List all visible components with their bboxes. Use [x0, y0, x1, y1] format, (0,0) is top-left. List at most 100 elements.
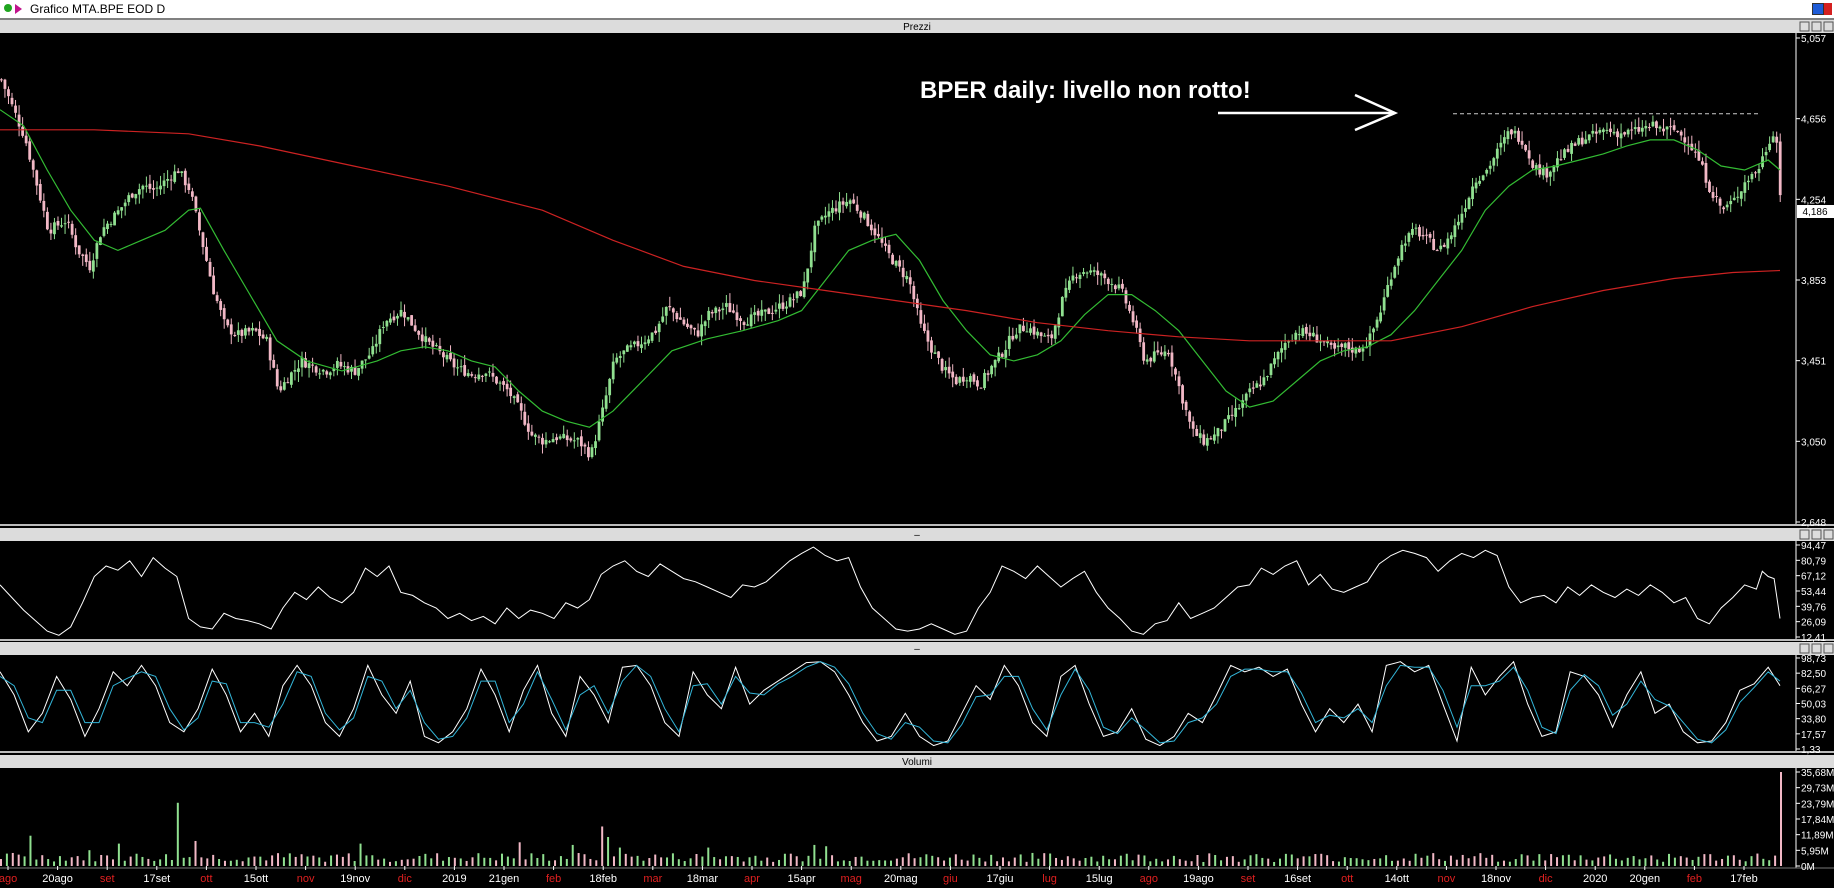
candle-body [31, 160, 35, 170]
candle-body [1495, 148, 1499, 159]
price-panel: Prezzi [0, 20, 1834, 526]
candle-body [392, 316, 396, 321]
candle-body [314, 366, 318, 373]
volume-bar [1261, 857, 1264, 866]
candle-body [732, 310, 735, 313]
volume-bar [1037, 858, 1040, 866]
candle-body [1676, 130, 1680, 132]
candle-body [735, 312, 739, 321]
volume-bar [188, 857, 191, 866]
candle-body [293, 369, 297, 372]
volume-bar [612, 856, 615, 866]
maximize-window-icon[interactable] [1812, 3, 1824, 15]
volume-bar [58, 856, 61, 866]
volume-bar [1049, 853, 1052, 866]
panel-close-button[interactable] [1823, 21, 1834, 32]
candle-body [106, 223, 109, 230]
oscillator1-panel: – [0, 528, 1834, 641]
panel-maximize-button[interactable] [1811, 21, 1822, 32]
candle-body [343, 366, 346, 368]
close-window-icon[interactable] [1824, 3, 1832, 15]
last-price-label: 4,186 [1802, 207, 1827, 218]
volume-bar [418, 855, 421, 866]
volume-bar [400, 859, 403, 866]
volume-bar [365, 855, 368, 866]
panel-maximize-button[interactable] [1811, 643, 1822, 654]
candle-body [1174, 368, 1177, 375]
moving-average-line [0, 109, 1781, 428]
candle-body [1212, 434, 1216, 441]
volume-bar [223, 860, 226, 866]
candle-body [937, 351, 940, 358]
candle-body [926, 330, 930, 342]
volume-bar [135, 853, 138, 866]
candle-body [307, 363, 311, 369]
candle-body [431, 340, 435, 347]
candle-body [1004, 349, 1008, 358]
volume-bar [1609, 854, 1612, 866]
candle-body [1195, 428, 1199, 437]
play-arrow-icon[interactable] [15, 4, 22, 14]
oscillator2-panel: – [0, 642, 1834, 753]
volume-bar [1744, 861, 1747, 866]
candle-body [1527, 150, 1531, 159]
volume-bar [795, 856, 798, 866]
candle-body [831, 207, 834, 213]
candle-body [1138, 328, 1142, 343]
candle-body [381, 327, 385, 329]
volume-bar [1108, 859, 1111, 866]
candle-body [1778, 141, 1782, 196]
candle-body [834, 208, 838, 212]
candle-body [1039, 332, 1043, 337]
volume-bar [695, 854, 698, 866]
candle-body [1548, 171, 1552, 177]
candle-body [127, 195, 131, 203]
candle-body [247, 327, 251, 332]
panel-close-button[interactable] [1823, 643, 1834, 654]
candle-body [1068, 280, 1071, 290]
candle-body [1198, 433, 1202, 438]
volume-bar [29, 835, 32, 866]
candle-body [134, 194, 138, 199]
volume-bar [1550, 854, 1553, 866]
candle-body [979, 387, 983, 389]
candle-body [873, 228, 877, 236]
candle-body [190, 191, 194, 197]
volume-bar [76, 856, 79, 866]
volume-bar [1432, 853, 1435, 866]
panel-minimize-button[interactable] [1799, 21, 1810, 32]
candle-body [1609, 128, 1612, 133]
volume-panel: Volumi [0, 755, 1834, 869]
panel-maximize-button[interactable] [1811, 529, 1822, 540]
x-tick-label: 19ago [1183, 873, 1214, 885]
candle-body [1517, 130, 1520, 142]
candle-body [1435, 250, 1439, 252]
volume-bar [660, 857, 663, 866]
volume-bar [371, 855, 374, 866]
volume-bar [1691, 859, 1694, 866]
volume-bar [954, 854, 957, 866]
volume-bar [1031, 852, 1034, 866]
panel-minimize-button[interactable] [1799, 529, 1810, 540]
candle-body [877, 233, 880, 237]
panel-minimize-button[interactable] [1799, 643, 1810, 654]
volume-bar [1774, 855, 1777, 866]
candle-body [1287, 341, 1291, 343]
volume-bar [436, 853, 439, 866]
volume-bar [294, 856, 297, 866]
y-tick-label: 39,76 [1801, 602, 1826, 613]
panel-close-button[interactable] [1823, 529, 1834, 540]
candle-body [763, 309, 767, 312]
candle-body [678, 317, 682, 320]
x-tick-label: 14ott [1385, 873, 1409, 885]
candle-body [590, 447, 594, 457]
candle-body [215, 295, 219, 302]
volume-bar [854, 856, 857, 866]
candle-body [1612, 131, 1616, 134]
y-tick-label: 12,41 [1801, 633, 1826, 644]
candle-body [848, 200, 852, 204]
candle-body [17, 114, 21, 127]
volume-bar [1732, 855, 1735, 866]
candle-body [1191, 421, 1195, 429]
candle-body [1768, 143, 1772, 151]
